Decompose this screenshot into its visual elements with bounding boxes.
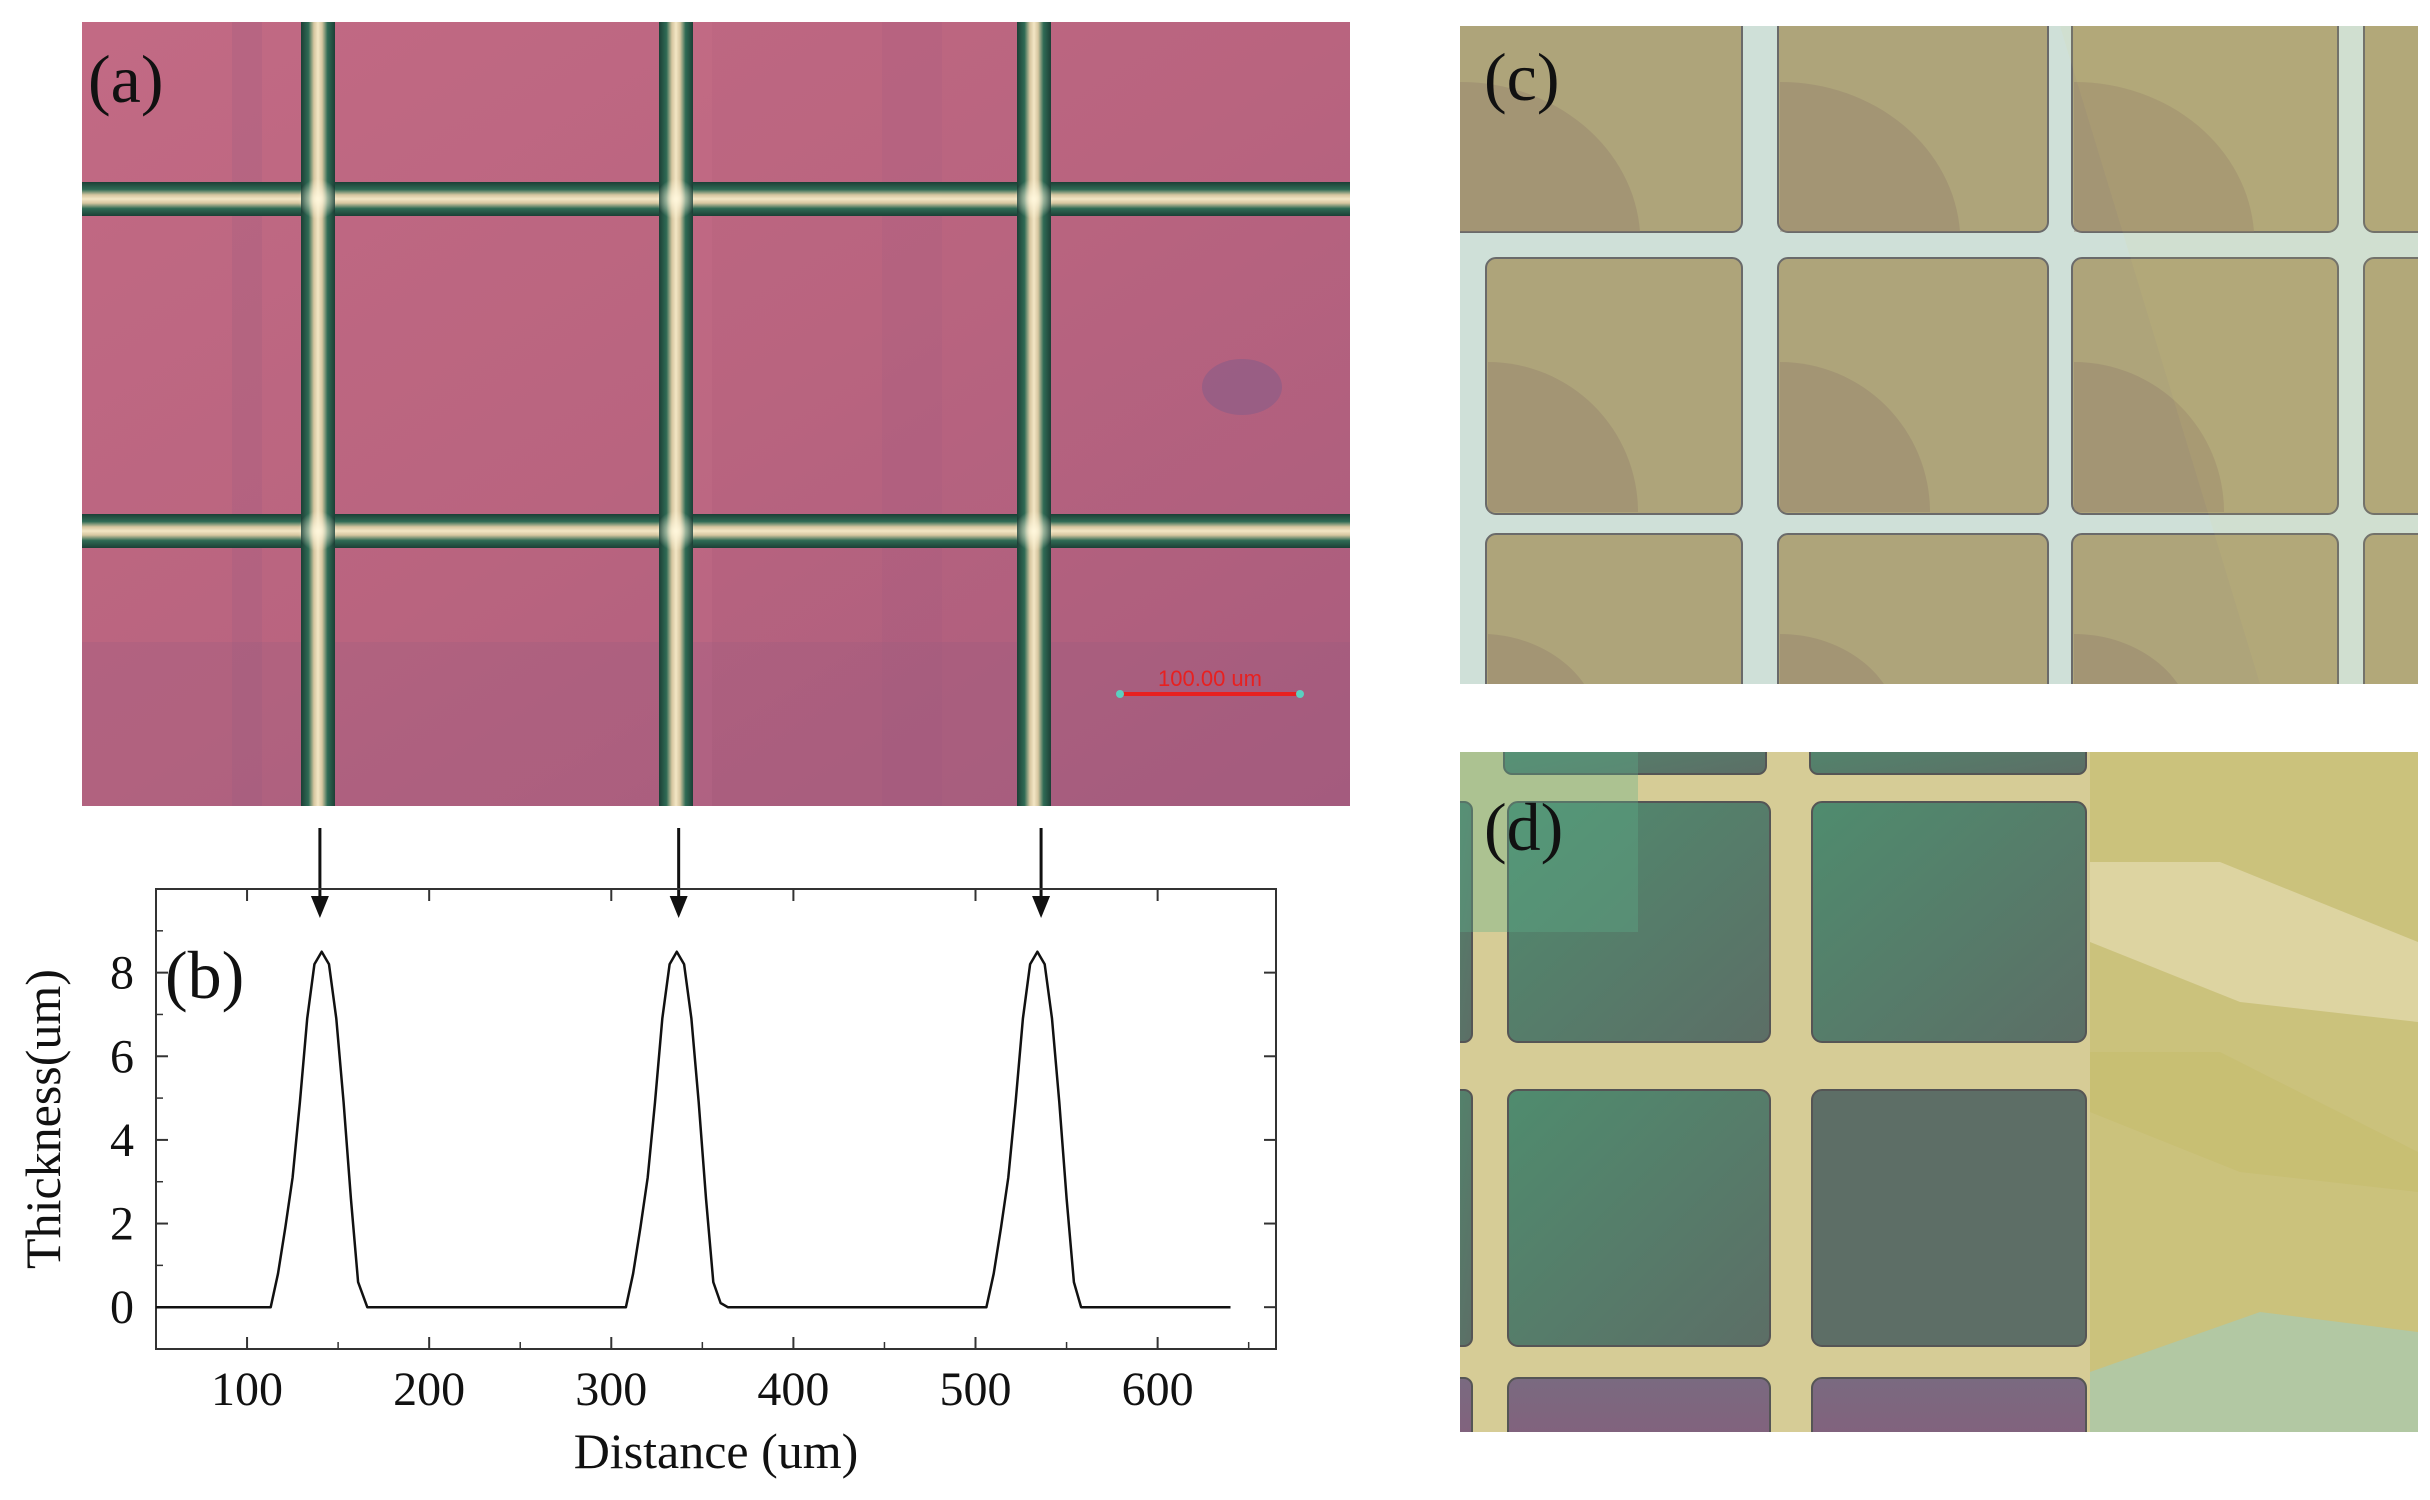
annotation-arrow-head: [310, 896, 329, 918]
y-axis-label: Thickness(um): [15, 969, 71, 1269]
scale-bar-label: 100.00 um: [1158, 666, 1262, 691]
annotation-arrow-head: [669, 896, 688, 918]
y-tick-label: 0: [110, 1281, 134, 1334]
y-tick-label: 4: [110, 1114, 134, 1167]
panel-b-label: (b): [165, 937, 244, 1013]
micrograph-panel-d: (d): [1460, 752, 2418, 1432]
annotation-arrows: [310, 828, 1051, 918]
y-axis-ticks: 0 2 4 6 8: [110, 930, 1276, 1334]
micrograph-panel-c: (c): [1460, 26, 2418, 684]
micrograph-d-image: (d): [1460, 752, 2418, 1432]
x-axis-ticks: 100 200 300 400 500 600: [155, 889, 1250, 1416]
x-tick-label: 600: [1122, 1363, 1194, 1416]
panel-c-label: (c): [1484, 39, 1559, 115]
plot-frame: [155, 888, 1277, 1350]
micrograph-a-image: 100.00 um (a): [82, 22, 1350, 806]
x-tick-label: 400: [757, 1363, 829, 1416]
panel-d-label: (d): [1484, 789, 1563, 865]
series-line-thickness: [156, 950, 1231, 1309]
y-tick-label: 2: [110, 1198, 134, 1251]
x-tick-label: 500: [940, 1363, 1012, 1416]
panel-a-label: (a): [88, 41, 163, 117]
micrograph-panel-a: 100.00 um (a): [82, 22, 1350, 806]
x-axis-label: Distance (um): [574, 1423, 859, 1479]
x-tick-label: 300: [575, 1363, 647, 1416]
thickness-profile-chart: 100 200 300 400 500 600 0 2 4 6 8 (b) Distance (u…: [0, 806, 1300, 1500]
annotation-arrow-head: [1032, 896, 1051, 918]
micrograph-c-image: (c): [1460, 26, 2418, 684]
y-tick-label: 8: [110, 947, 134, 1000]
y-tick-label: 6: [110, 1030, 134, 1083]
x-tick-label: 100: [211, 1363, 283, 1416]
chart-svg: 100 200 300 400 500 600 0 2 4 6 8 (b) Distance (u…: [15, 828, 1277, 1479]
scale-bar: 100.00 um: [1116, 666, 1304, 698]
x-tick-label: 200: [393, 1363, 465, 1416]
